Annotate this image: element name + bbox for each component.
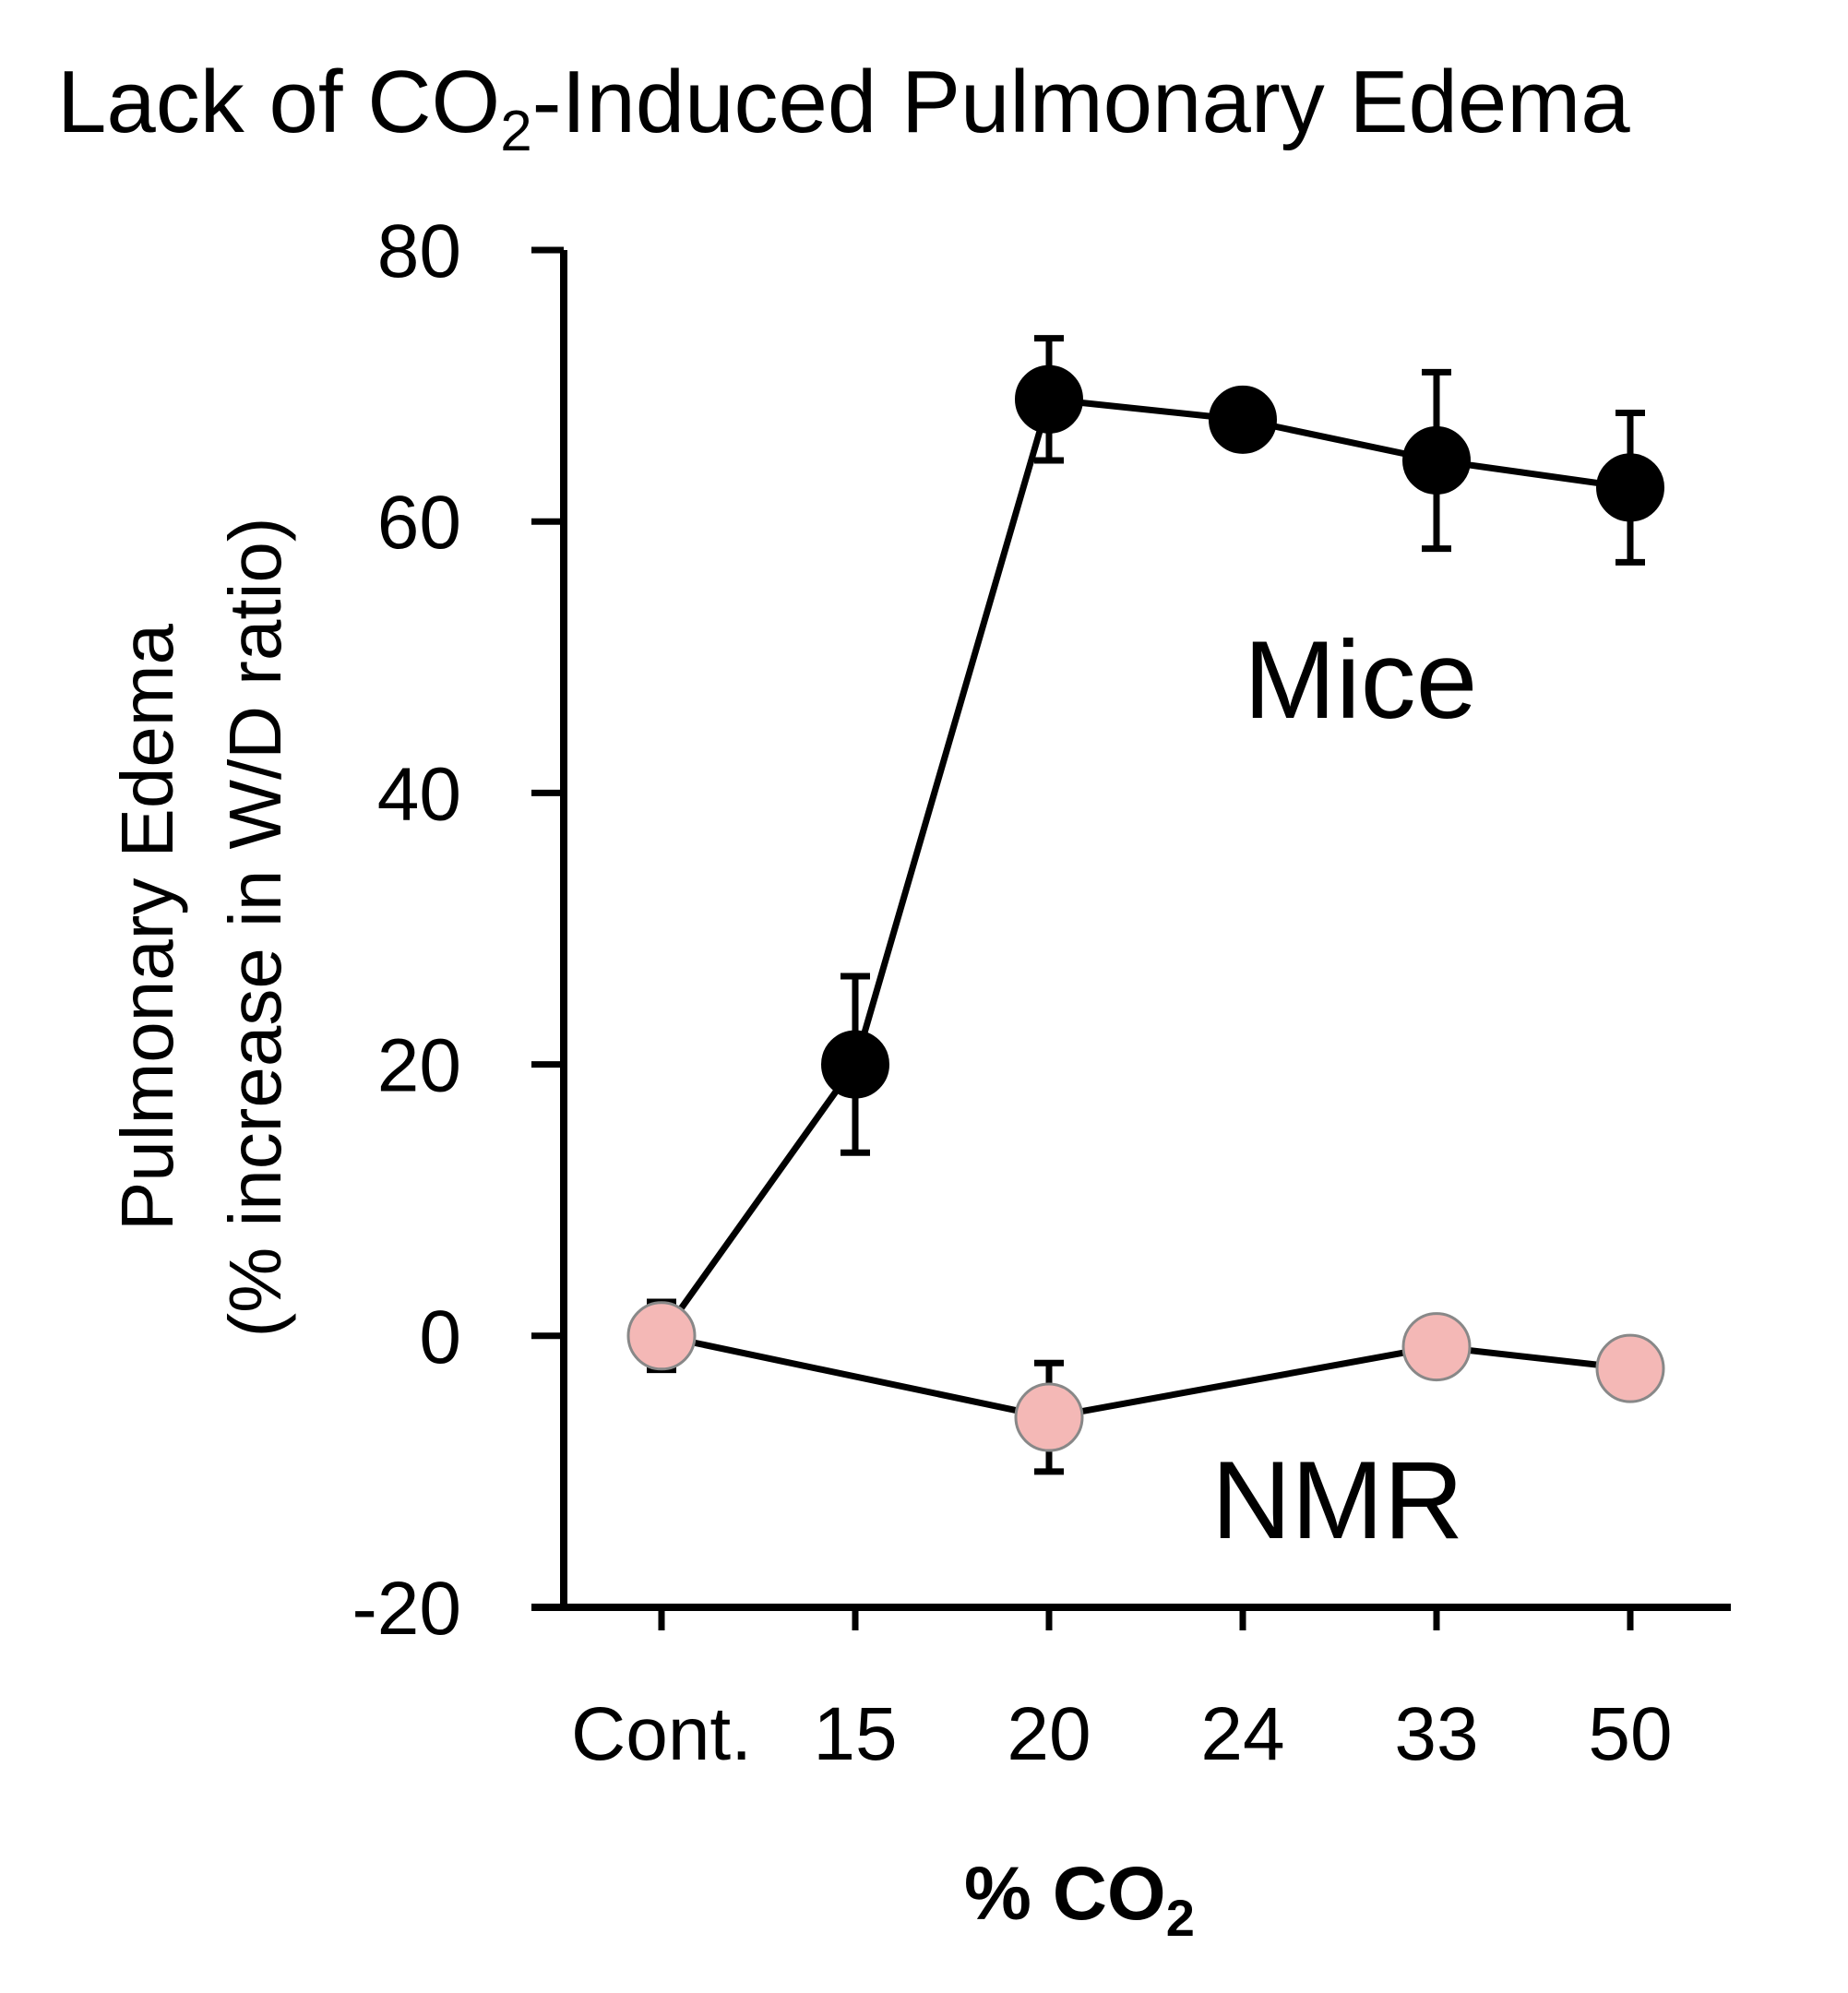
data-point-mice [821,1030,889,1099]
x-tick-label: 33 [1394,1692,1478,1776]
x-axis-label-subscript: 2 [1166,1889,1195,1947]
x-axis-label: % CO2 [964,1852,1195,1947]
title-suffix: -Induced Pulmonary Edema [532,53,1631,151]
data-point-nmr [1401,1312,1472,1382]
y-axis-label-line1: Pulmonary Edema [106,623,188,1231]
y-tick-label: 20 [377,1024,461,1108]
data-point-nmr [626,1301,697,1371]
title-prefix: Lack of CO [57,53,500,151]
y-tick-label: 60 [377,481,461,565]
x-tick-label: 24 [1200,1692,1284,1776]
title-subscript: 2 [500,100,531,163]
x-axis-label-prefix: % CO [964,1852,1166,1936]
data-point-nmr [1014,1382,1084,1452]
y-tick-label: 40 [377,752,461,836]
y-tick-label: 0 [419,1295,461,1379]
y-tick-label: 80 [377,209,461,293]
x-tick-label: Cont. [571,1692,752,1776]
data-point-nmr [1595,1333,1665,1403]
x-tick-label: 50 [1588,1692,1672,1776]
x-tick-label: 15 [813,1692,897,1776]
data-point-mice [1015,364,1083,434]
series-line-mice [659,396,1631,1338]
chart-title: Lack of CO2-Induced Pulmonary Edema [57,53,1630,163]
series-label-mice: Mice [1244,618,1477,742]
series-line-nmr [661,1332,1631,1421]
y-tick-label: -20 [352,1567,461,1651]
x-tick-label: 20 [1007,1692,1091,1776]
series-label-nmr: NMR [1211,1438,1463,1562]
data-point-mice [1209,385,1277,454]
y-axis-label-line2: (% increase in W/D ratio) [214,517,296,1337]
data-point-mice [1402,426,1471,495]
data-point-mice [1596,453,1664,522]
